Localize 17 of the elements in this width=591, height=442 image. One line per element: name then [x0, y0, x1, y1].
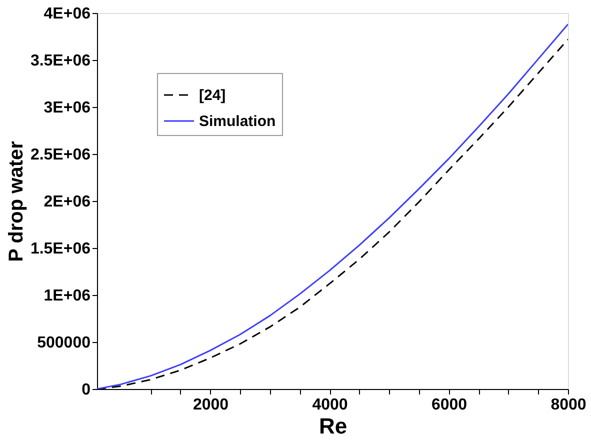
- y-tick-label: 4E+06: [44, 6, 91, 22]
- x-tick-label: 2000: [192, 396, 229, 414]
- y-axis-title: P drop water: [5, 140, 28, 262]
- x-tick-label: 8000: [550, 396, 586, 414]
- y-tick-label: 3.5E+06: [30, 52, 91, 70]
- y-tick-label: 1E+06: [44, 288, 91, 304]
- y-tick-label: 2E+06: [44, 194, 91, 210]
- x-axis-title: Re: [318, 414, 348, 438]
- legend-label: [24]: [199, 87, 226, 104]
- y-tick-label: 3E+06: [44, 100, 91, 116]
- legend-label: Simulation: [199, 113, 276, 130]
- y-tick-label: 500000: [37, 334, 91, 352]
- y-tick-label: 0: [82, 382, 91, 398]
- y-tick-label: 1.5E+06: [30, 240, 91, 258]
- x-tick-label: 4000: [312, 396, 348, 414]
- x-tick-label: 6000: [431, 396, 468, 414]
- y-tick-label: 2.5E+06: [30, 146, 91, 164]
